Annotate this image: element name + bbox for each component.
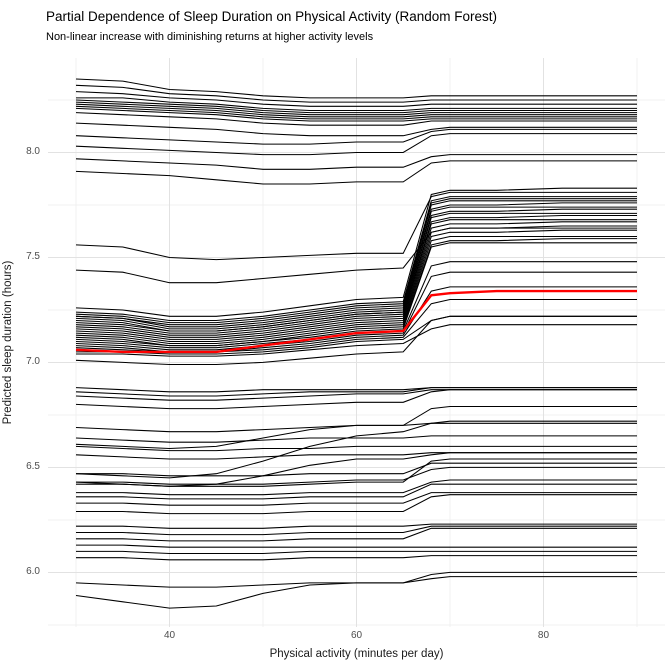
ice-line	[75, 405, 637, 450]
ice-line	[75, 445, 637, 452]
ice-line	[75, 315, 637, 366]
ice-line	[75, 420, 637, 479]
x-tick-label: 60	[350, 630, 363, 641]
ice-line	[75, 187, 637, 317]
ice-line	[75, 235, 637, 345]
ice-line	[75, 160, 637, 185]
y-tick-label: 6.5	[26, 461, 40, 473]
y-tick-label: 8.0	[26, 146, 40, 158]
ice-line	[75, 242, 637, 347]
ice-line	[75, 229, 637, 343]
pdp-line	[75, 289, 637, 354]
ice-line	[76, 494, 637, 515]
ice-line	[76, 492, 637, 506]
ice-line	[75, 198, 637, 324]
x-tick-label: 40	[163, 630, 176, 641]
ice-line	[75, 133, 637, 156]
ice-line	[76, 462, 637, 477]
y-tick-label: 7.5	[26, 251, 40, 263]
ice-line	[75, 212, 637, 332]
ice-line	[75, 387, 637, 397]
ice-line	[76, 483, 637, 500]
y-tick-label: 6.0	[26, 566, 40, 578]
ice-line	[75, 191, 637, 261]
x-tick-label: 80	[537, 630, 550, 641]
ice-line	[75, 206, 637, 330]
ice-line	[75, 103, 637, 118]
ice-line	[75, 196, 637, 322]
ice-line	[75, 214, 637, 334]
ice-line	[76, 324, 637, 357]
ice-line	[75, 105, 637, 120]
ice-line	[75, 219, 637, 336]
ice-line	[76, 97, 637, 112]
ice-line	[76, 544, 637, 548]
ice-line	[75, 128, 637, 145]
ice-line	[76, 555, 637, 561]
ice-line	[75, 271, 637, 351]
ice-line	[76, 523, 637, 529]
ice-line	[75, 112, 637, 126]
ice-line	[75, 221, 637, 338]
ice-line	[75, 576, 637, 609]
y-tick-label: 7.0	[26, 356, 40, 368]
ice-line	[75, 91, 637, 107]
ice-line	[75, 107, 637, 122]
ice-line	[75, 227, 637, 340]
ice-line	[76, 466, 637, 485]
ice-line	[76, 479, 637, 496]
ice-line	[75, 202, 637, 328]
ice-line	[75, 101, 637, 116]
ice-line	[75, 389, 637, 410]
ice-line	[75, 122, 637, 137]
ice-line	[75, 84, 637, 103]
ice-line	[76, 550, 637, 555]
ice-line	[75, 99, 637, 114]
ice-line	[76, 458, 637, 487]
ice-line	[76, 527, 637, 542]
chart-title: Partial Dependence of Sleep Duration on …	[46, 9, 497, 24]
ice-line	[75, 200, 637, 326]
ice-line	[76, 525, 637, 536]
x-axis-title: Physical activity (minutes per day)	[269, 648, 444, 660]
ice-line	[75, 435, 637, 443]
ice-line	[75, 154, 637, 170]
chart-subtitle: Non-linear increase with diminishing ret…	[46, 31, 374, 43]
ice-line	[75, 78, 637, 99]
